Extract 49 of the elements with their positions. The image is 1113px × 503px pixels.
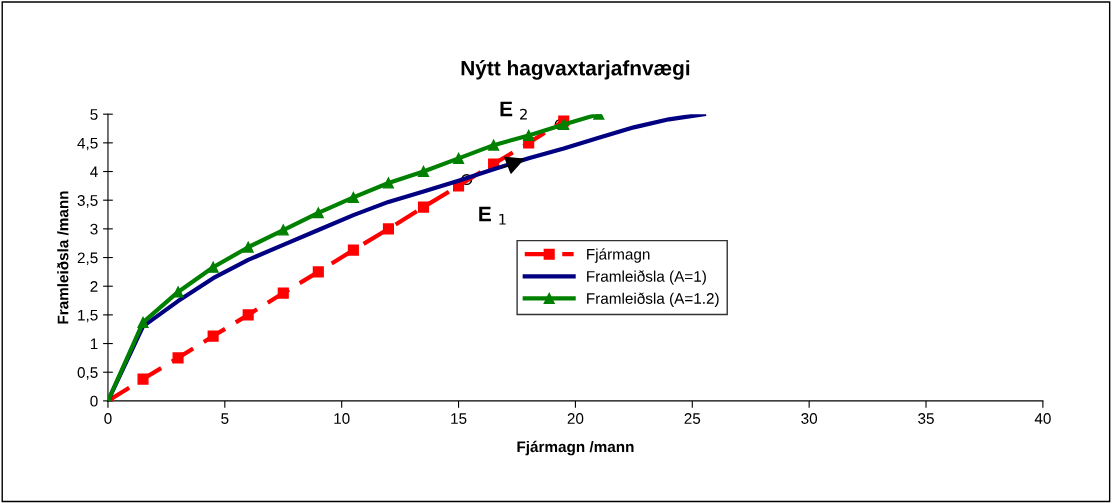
- point: [347, 191, 359, 203]
- point: [417, 165, 430, 178]
- point: [242, 309, 254, 321]
- point: [137, 316, 149, 328]
- legend-label: Fjármagn: [587, 248, 650, 263]
- point: [207, 261, 219, 273]
- annotation: E $_{1}$: [479, 206, 506, 225]
- x-tick-label: 30: [801, 413, 818, 424]
- x-tick-label: 15: [451, 413, 467, 424]
- x-tick-label: 0: [104, 413, 112, 424]
- chart-title: Nýtt hagvaxtarjafnvægi: [461, 60, 690, 80]
- point: [277, 287, 289, 299]
- y-tick-label: 1: [90, 338, 98, 350]
- point: [382, 223, 394, 235]
- point: [417, 201, 430, 213]
- point: [312, 266, 324, 278]
- x-tick-label: 20: [567, 413, 584, 424]
- y-tick-label: 0: [90, 395, 98, 407]
- y-axis-title: Framleiðsla /mann: [57, 191, 69, 324]
- point: [452, 152, 465, 164]
- legend-label: Framleiðsla (A=1.2): [587, 292, 719, 307]
- y-tick-label: 2,5: [77, 252, 98, 266]
- point: [137, 373, 149, 385]
- x-tick-label: 25: [684, 413, 701, 424]
- legend-label: Framleiðsla (A=1): [587, 270, 706, 285]
- point: [347, 244, 359, 256]
- y-tick-label: 0,5: [77, 367, 98, 380]
- x-tick-label: 35: [918, 413, 934, 424]
- point: [558, 118, 570, 131]
- y-tick-label: 1,5: [78, 309, 98, 323]
- y-tick-label: 4: [90, 166, 98, 178]
- y-tick-label: 2: [90, 281, 98, 292]
- y-tick-label: 4,5: [77, 137, 98, 151]
- point: [382, 177, 394, 189]
- point: [242, 241, 254, 253]
- point: [172, 352, 184, 364]
- x-tick-label: 5: [221, 413, 229, 424]
- x-tick-label: 40: [1034, 413, 1051, 424]
- point: [523, 129, 535, 141]
- annotation: E $_{2}$: [500, 101, 527, 120]
- x-axis-title: Fjármagn /mann: [517, 440, 634, 456]
- x-tick-label: 10: [334, 413, 350, 424]
- point: [207, 330, 219, 342]
- y-tick-label: 5: [90, 109, 98, 120]
- y-tick-label: 3: [90, 223, 98, 235]
- point: [488, 139, 500, 151]
- point: [312, 207, 324, 219]
- point: [277, 224, 289, 236]
- y-tick-label: 3,5: [77, 195, 98, 208]
